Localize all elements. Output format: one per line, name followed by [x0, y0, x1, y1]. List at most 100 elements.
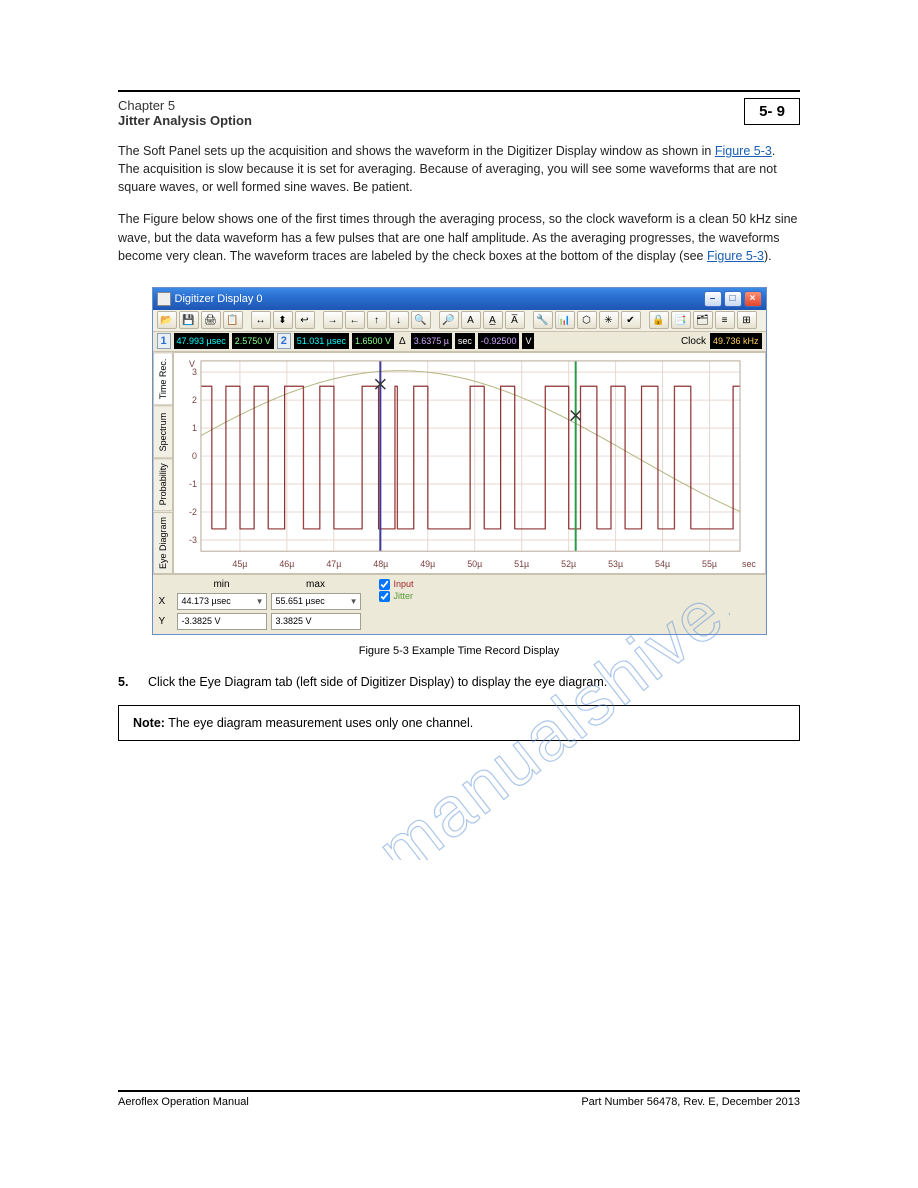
svg-text:V: V [189, 359, 195, 369]
toolbar-button-11[interactable]: 🔍 [411, 311, 431, 329]
svg-text:48µ: 48µ [373, 559, 388, 569]
toolbar-button-7[interactable]: → [323, 311, 343, 329]
toolbar-button-23[interactable]: 🗂 [693, 311, 713, 329]
intro-paragraph-1: The Soft Panel sets up the acquisition a… [118, 142, 800, 196]
svg-text:sec: sec [742, 559, 756, 569]
check-input[interactable]: Input [379, 579, 414, 590]
svg-text:54µ: 54µ [655, 559, 670, 569]
note-label: Note: [133, 716, 165, 730]
svg-text:52µ: 52µ [561, 559, 576, 569]
check-jitter[interactable]: Jitter [379, 591, 414, 602]
footer-rule [118, 1090, 800, 1092]
figure-link-2[interactable]: Figure 5-3 [707, 249, 764, 263]
toolbar-button-24[interactable]: ≡ [715, 311, 735, 329]
toolbar-button-21[interactable]: 🔒 [649, 311, 669, 329]
svg-text:-2: -2 [189, 507, 197, 517]
window-titlebar: Digitizer Display 0 – □ × [153, 288, 766, 310]
toolbar: 📂💾🖨📋 ↔⬍↩ →←↑↓🔍 🔎AA̲A̅ 🔧📊⬡✳✔ 🔒📑🗂≡⊞ [153, 310, 766, 332]
toolbar-button-5[interactable]: ⬍ [273, 311, 293, 329]
delta-y-unit: V [522, 333, 534, 349]
window-icon [157, 292, 171, 306]
figure-link-1[interactable]: Figure 5-3 [715, 144, 772, 158]
tab-probability[interactable]: Probability [153, 458, 173, 511]
toolbar-button-6[interactable]: ↩ [295, 311, 315, 329]
plot-area: Time Rec. Spectrum Probability Eye Diagr… [153, 352, 766, 574]
note-text: The eye diagram measurement uses only on… [168, 716, 473, 730]
toolbar-button-16[interactable]: 🔧 [533, 311, 553, 329]
delta-label: Δ [397, 336, 408, 347]
toolbar-button-25[interactable]: ⊞ [737, 311, 757, 329]
tab-spectrum[interactable]: Spectrum [153, 405, 173, 458]
delta-x: 3.6375 µ [411, 333, 452, 349]
page-header: Chapter 5 Jitter Analysis Option 5- 9 [118, 98, 800, 128]
x-min-input[interactable]: 44.173 µsec [177, 593, 267, 610]
waveform-plot: -3-2-1012345µ46µ47µ48µ49µ50µ51µ52µ53µ54µ… [173, 352, 766, 574]
toolbar-button-8[interactable]: ← [345, 311, 365, 329]
window-title: Digitizer Display 0 [175, 293, 263, 305]
note-box: Note: The eye diagram measurement uses o… [118, 705, 800, 741]
toolbar-button-2[interactable]: 🖨 [201, 311, 221, 329]
page-footer: Aeroflex Operation Manual Part Number 56… [118, 1090, 800, 1108]
toolbar-button-22[interactable]: 📑 [671, 311, 691, 329]
svg-text:49µ: 49µ [420, 559, 435, 569]
toolbar-button-10[interactable]: ↓ [389, 311, 409, 329]
toolbar-button-0[interactable]: 📂 [157, 311, 177, 329]
toolbar-button-14[interactable]: A̲ [483, 311, 503, 329]
check-jitter-box[interactable] [379, 591, 390, 602]
toolbar-button-15[interactable]: A̅ [505, 311, 525, 329]
chapter-title: Jitter Analysis Option [118, 113, 252, 128]
svg-text:-3: -3 [189, 535, 197, 545]
step-text: Click the Eye Diagram tab (left side of … [148, 675, 607, 689]
y-min-input[interactable]: -3.3825 V [177, 613, 267, 630]
side-tabs: Time Rec. Spectrum Probability Eye Diagr… [153, 352, 173, 574]
top-rule [118, 90, 800, 92]
toolbar-button-19[interactable]: ✳ [599, 311, 619, 329]
clock-value: 49.736 kHz [710, 333, 762, 349]
tab-time-record[interactable]: Time Rec. [153, 352, 173, 405]
footer-right: Part Number 56478, Rev. E, December 2013 [581, 1096, 800, 1108]
toolbar-button-20[interactable]: ✔ [621, 311, 641, 329]
svg-text:53µ: 53µ [608, 559, 623, 569]
svg-text:2: 2 [192, 395, 197, 405]
digitizer-window: Digitizer Display 0 – □ × 📂💾🖨📋↔⬍↩→←↑↓🔍🔎A… [152, 287, 767, 635]
svg-text:1: 1 [192, 423, 197, 433]
figure-caption: Figure 5-3 Example Time Record Display [152, 645, 767, 657]
step-5: 5. Click the Eye Diagram tab (left side … [118, 675, 800, 689]
cursor-readout-row: 1 47.993 µsec 2.5750 V 2 51.031 µsec 1.6… [153, 332, 766, 352]
bottom-controls: min max X 44.173 µsec 55.651 µsec Y -3.3… [153, 574, 766, 634]
svg-text:51µ: 51µ [514, 559, 529, 569]
maximize-button[interactable]: □ [724, 291, 742, 307]
page-number-box: 5- 9 [744, 98, 800, 125]
svg-text:50µ: 50µ [467, 559, 482, 569]
cursor-1-x: 47.993 µsec [174, 333, 229, 349]
y-max-input[interactable]: 3.3825 V [271, 613, 361, 630]
toolbar-button-4[interactable]: ↔ [251, 311, 271, 329]
minimize-button[interactable]: – [704, 291, 722, 307]
check-input-box[interactable] [379, 579, 390, 590]
col-max-header: max [271, 579, 361, 590]
footer-left: Aeroflex Operation Manual [118, 1096, 249, 1108]
svg-text:-1: -1 [189, 479, 197, 489]
toolbar-button-12[interactable]: 🔎 [439, 311, 459, 329]
intro-paragraph-2: The Figure below shows one of the first … [118, 210, 800, 264]
check-jitter-label: Jitter [394, 591, 414, 601]
tab-eye-diagram[interactable]: Eye Diagram [153, 512, 173, 574]
close-button[interactable]: × [744, 291, 762, 307]
cursor-2-y: 1.6500 V [352, 333, 394, 349]
chapter-label: Chapter 5 [118, 98, 252, 113]
x-max-input[interactable]: 55.651 µsec [271, 593, 361, 610]
cursor-1-y: 2.5750 V [232, 333, 274, 349]
delta-x-unit: sec [455, 333, 475, 349]
col-min-header: min [177, 579, 267, 590]
toolbar-button-1[interactable]: 💾 [179, 311, 199, 329]
svg-text:45µ: 45µ [232, 559, 247, 569]
toolbar-button-9[interactable]: ↑ [367, 311, 387, 329]
svg-text:0: 0 [192, 451, 197, 461]
toolbar-button-13[interactable]: A [461, 311, 481, 329]
toolbar-button-18[interactable]: ⬡ [577, 311, 597, 329]
step-number: 5. [118, 675, 138, 689]
toolbar-button-3[interactable]: 📋 [223, 311, 243, 329]
cursor-2-index: 2 [277, 333, 291, 349]
toolbar-button-17[interactable]: 📊 [555, 311, 575, 329]
cursor-2-x: 51.031 µsec [294, 333, 349, 349]
